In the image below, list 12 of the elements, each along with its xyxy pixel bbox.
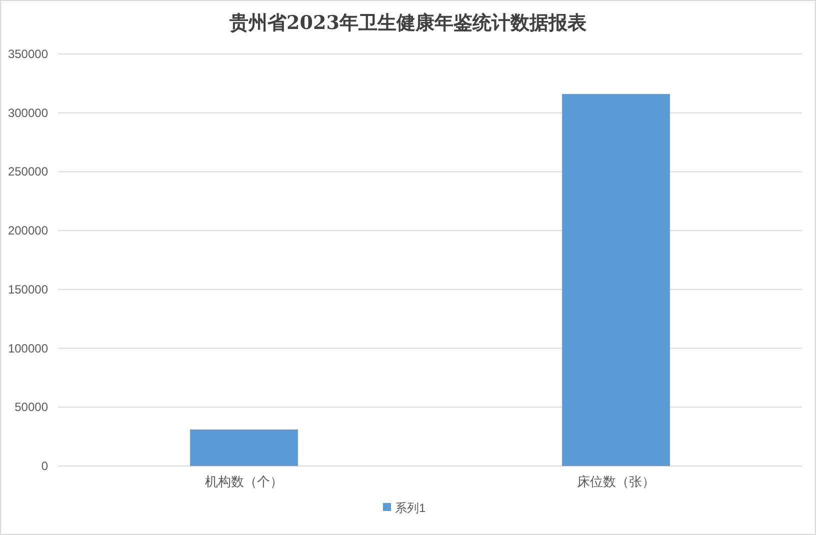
y-tick-label: 250000	[8, 164, 48, 179]
x-tick-label: 机构数（个）	[205, 474, 283, 489]
x-tick-label: 床位数（张）	[577, 474, 655, 489]
y-tick-label: 50000	[14, 400, 48, 414]
y-tick-label: 350000	[8, 47, 48, 61]
y-tick-label: 300000	[8, 106, 48, 120]
y-tick-label: 200000	[8, 224, 48, 238]
y-tick-label: 100000	[8, 341, 48, 356]
y-tick-label: 150000	[8, 282, 48, 296]
legend-label: 系列1	[395, 501, 426, 515]
y-tick-label: 0	[41, 459, 48, 473]
chart-title: 贵州省2023年卫生健康年鉴统计数据报表	[228, 12, 588, 34]
